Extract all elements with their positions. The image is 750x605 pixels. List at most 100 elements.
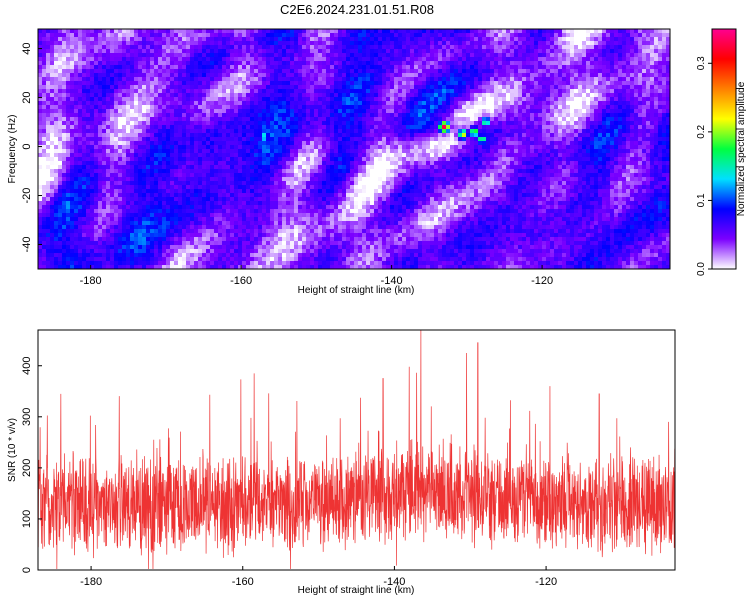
spectrogram-cell xyxy=(166,73,170,77)
spectrogram-cell xyxy=(442,121,446,125)
spectrogram-cell xyxy=(462,105,466,109)
spectrogram-cell xyxy=(466,129,470,133)
spectrogram-cell xyxy=(62,153,66,157)
spectrogram-cell xyxy=(98,125,102,129)
spectrogram-cell xyxy=(458,117,462,121)
spectrogram-cell xyxy=(434,117,438,121)
spectrogram-cell xyxy=(626,73,630,77)
spectrogram-cell xyxy=(274,57,278,61)
spectrogram-cell xyxy=(262,37,266,41)
spectrogram-cell xyxy=(526,93,530,97)
spectrogram-cell xyxy=(346,41,350,45)
spectrogram-cell xyxy=(446,37,450,41)
spectrogram-cell xyxy=(158,117,162,121)
spectrogram-cell xyxy=(534,149,538,153)
spectrogram-cell xyxy=(642,105,646,109)
spectrogram-cell xyxy=(634,137,638,141)
spectrogram-cell xyxy=(230,129,234,133)
spectrogram-cell xyxy=(618,29,622,33)
spectrogram-cell xyxy=(470,49,474,53)
spectrogram-cell xyxy=(474,125,478,129)
spectrogram-cell xyxy=(462,117,466,121)
spectrogram-cell xyxy=(614,109,618,113)
spectrogram-cell xyxy=(398,145,402,149)
spectrogram-cell xyxy=(122,69,126,73)
spectrogram-cell xyxy=(454,69,458,73)
spectrogram-cell xyxy=(542,53,546,57)
spectrogram-cell xyxy=(226,29,230,33)
spectrogram-cell xyxy=(390,93,394,97)
spectrogram-cell xyxy=(346,109,350,113)
spectrogram-cell xyxy=(642,65,646,69)
spectrogram-cell xyxy=(582,65,586,69)
spectrogram-cell xyxy=(394,33,398,37)
spectrogram-cell xyxy=(442,73,446,77)
spectrogram-cell xyxy=(170,137,174,141)
spectrogram-cell xyxy=(370,97,374,101)
spectrogram-cell xyxy=(554,53,558,57)
spectrogram-cell xyxy=(498,77,502,81)
spectrogram-cell xyxy=(414,77,418,81)
spectrogram-cell xyxy=(154,137,158,141)
spectrogram-cell xyxy=(602,89,606,93)
spectrogram-cell xyxy=(182,121,186,125)
spectrogram-cell xyxy=(94,117,98,121)
spectrogram-cell xyxy=(258,117,262,121)
spectrogram-cell xyxy=(570,133,574,137)
spectrogram-cell xyxy=(82,81,86,85)
spectrogram-cell xyxy=(550,69,554,73)
spectrogram-cell xyxy=(446,65,450,69)
spectrogram-cell xyxy=(378,141,382,145)
spectrogram-cell xyxy=(138,33,142,37)
spectrogram-cell xyxy=(534,89,538,93)
spectrogram-cell xyxy=(78,89,82,93)
spectrogram-cell xyxy=(562,125,566,129)
spectrogram-cell xyxy=(434,121,438,125)
spectrogram-cell xyxy=(270,109,274,113)
spectrogram-cell xyxy=(334,49,338,53)
spectrogram-cell xyxy=(138,65,142,69)
spectrogram-cell xyxy=(270,57,274,61)
spectrogram-cell xyxy=(210,153,214,157)
spectrogram-cell xyxy=(114,85,118,89)
spectrogram-cell xyxy=(662,45,666,49)
spectrogram-cell xyxy=(230,41,234,45)
spectrogram-cell xyxy=(454,109,458,113)
spectrogram-cell xyxy=(602,117,606,121)
spectrogram-cell xyxy=(146,97,150,101)
spectrogram-cell xyxy=(614,141,618,145)
spectrogram-cell xyxy=(458,89,462,93)
spectrogram-cell xyxy=(82,41,86,45)
spectrogram-cell xyxy=(98,41,102,45)
spectrogram-cell xyxy=(406,109,410,113)
spectrogram-cell xyxy=(66,33,70,37)
spectrogram-cell xyxy=(134,125,138,129)
spectrogram-cell xyxy=(418,41,422,45)
spectrogram-cell xyxy=(438,53,442,57)
spectrogram-cell xyxy=(526,45,530,49)
spectrogram-cell xyxy=(610,129,614,133)
spectrogram-cell xyxy=(178,81,182,85)
spectrogram-cell xyxy=(630,121,634,125)
spectrogram-cell xyxy=(226,85,230,89)
spectrogram-cell xyxy=(606,37,610,41)
spectrogram-cell xyxy=(74,97,78,101)
spectrogram-cell xyxy=(622,77,626,81)
spectrogram-cell xyxy=(326,93,330,97)
spectrogram-cell xyxy=(354,121,358,125)
spectrogram-cell xyxy=(582,69,586,73)
spectrogram-cell xyxy=(518,145,522,149)
spectrogram-cell xyxy=(242,53,246,57)
spectrogram-cell xyxy=(362,85,366,89)
spectrogram-cell xyxy=(174,85,178,89)
spectrogram-cell xyxy=(586,137,590,141)
spectrogram-cell xyxy=(82,113,86,117)
spectrogram-cell xyxy=(242,65,246,69)
spectrogram-cell xyxy=(298,45,302,49)
spectrogram-cell xyxy=(314,73,318,77)
spectrogram-cell xyxy=(38,57,42,61)
spectrogram-cell xyxy=(450,145,454,149)
spectrogram-cell xyxy=(174,125,178,129)
spectrogram-cell xyxy=(250,73,254,77)
spectrogram-cell xyxy=(526,49,530,53)
